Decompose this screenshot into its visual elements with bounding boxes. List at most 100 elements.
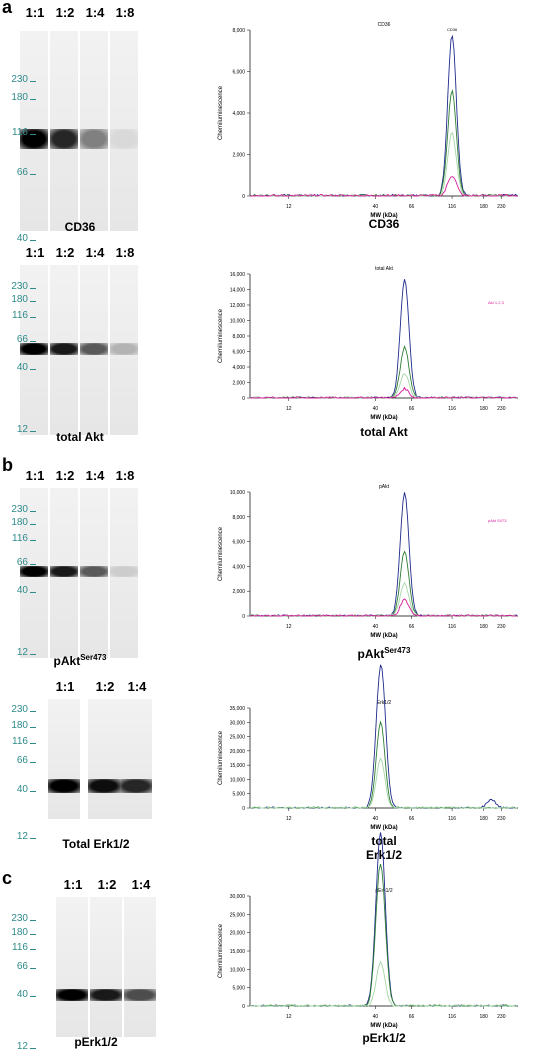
mw-marker-tick <box>30 524 36 525</box>
blot-band <box>80 129 108 149</box>
y-tick-label: 6,000 <box>232 70 245 76</box>
x-tick-label: 66 <box>409 1014 415 1020</box>
y-tick-label: 15,000 <box>230 949 246 955</box>
series-line <box>249 89 517 197</box>
y-tick-label: 30,000 <box>230 720 246 726</box>
x-tick-label: 180 <box>480 406 489 412</box>
blot-lane <box>90 897 122 1037</box>
y-tick-label: 0 <box>242 396 245 402</box>
y-tick-label: 4,000 <box>232 564 245 570</box>
mw-marker-tick <box>30 949 36 950</box>
series-line <box>250 720 517 809</box>
blot-band <box>50 566 78 577</box>
y-tick-label: 20,000 <box>230 931 246 937</box>
mw-marker-label: 66 <box>16 755 28 766</box>
x-tick-label: 230 <box>497 204 506 210</box>
mw-marker-label: 40 <box>16 233 28 244</box>
x-tick-label: 66 <box>409 624 415 630</box>
blot-band <box>20 129 48 149</box>
lane-label: 1:8 <box>115 245 135 260</box>
x-tick-label: 230 <box>497 1014 506 1020</box>
mw-marker-tick <box>30 301 36 302</box>
blot-lane <box>50 488 78 658</box>
lane-label: 1:1 <box>25 468 45 483</box>
mw-marker-tick <box>30 743 36 744</box>
lane-label: 1:2 <box>55 5 75 20</box>
lane-label: 1:1 <box>63 877 83 892</box>
mw-marker-label: 12 <box>16 831 28 842</box>
blot-band <box>110 343 138 355</box>
y-tick-label: 16,000 <box>230 272 246 278</box>
legend-entry: pAkt S473 <box>488 518 507 523</box>
blot-caption-text: pAkt <box>53 654 81 668</box>
blot-band <box>110 129 138 149</box>
series-line <box>250 131 517 197</box>
blot-band <box>90 989 122 1001</box>
x-tick-label: 180 <box>480 1014 489 1020</box>
y-tick-label: 20,000 <box>230 749 246 755</box>
y-tick-label: 25,000 <box>230 912 246 918</box>
mw-marker-tick <box>30 174 36 175</box>
blot-caption-sup: Ser473 <box>80 653 107 662</box>
mw-marker-tick <box>30 81 36 82</box>
lane-label: 1:4 <box>85 245 105 260</box>
chart-caption-line2: Erk1/2 <box>366 848 402 862</box>
mw-marker-label: 230 <box>11 281 28 292</box>
lane-label: 1:4 <box>127 679 147 694</box>
y-tick-label: 0 <box>242 194 245 200</box>
mw-marker-label: 66 <box>16 961 28 972</box>
chart-total-akt: total Akt 0 2,000 4,000 6,000 8,000 10,000 12,0… <box>218 266 518 439</box>
y-tick-label: 10,000 <box>230 777 246 783</box>
mw-marker-label: 116 <box>12 533 28 544</box>
y-tick-label: 0 <box>242 614 245 620</box>
series-line <box>249 373 518 399</box>
mw-marker-tick <box>30 540 36 541</box>
x-tick-label: 66 <box>409 816 415 822</box>
blot-band <box>88 779 120 793</box>
x-tick-label: 40 <box>373 1014 379 1020</box>
mw-marker-label: 66 <box>16 557 28 568</box>
x-tick-label: 66 <box>409 204 415 210</box>
chart-pakt: pAkt 0 2,000 4,000 6,000 8,000 10,000 Chemilumi… <box>218 484 518 661</box>
mw-marker-tick <box>30 511 36 512</box>
y-tick-label: 2,000 <box>232 153 245 159</box>
mw-marker-tick <box>30 968 36 969</box>
chart-title: CD36 <box>378 22 391 28</box>
mw-marker-tick <box>30 564 36 565</box>
y-tick-label: 2,000 <box>232 381 245 387</box>
mw-marker-label: 40 <box>16 784 28 795</box>
chart-caption: pAktSer473 <box>358 646 411 661</box>
blot-lane <box>88 699 120 819</box>
lane-label: 1:4 <box>85 468 105 483</box>
lane-label: 1:8 <box>115 5 135 20</box>
x-tick-label: 12 <box>286 1014 292 1020</box>
mw-marker-label: 230 <box>11 74 28 85</box>
y-tick-label: 8,000 <box>232 334 245 340</box>
x-tick-label: 40 <box>373 624 379 630</box>
x-tick-label: 116 <box>448 204 456 210</box>
x-tick-label: 40 <box>373 406 379 412</box>
blot-lane <box>20 265 48 435</box>
y-tick-label: 4,000 <box>232 365 245 371</box>
lane-label: 1:1 <box>55 679 75 694</box>
x-tick-label: 66 <box>409 406 415 412</box>
panel-label-b: b <box>2 455 13 475</box>
blot-lane <box>56 897 88 1037</box>
blot-band <box>80 566 108 577</box>
series-line <box>249 757 518 809</box>
mw-marker-label: 230 <box>11 913 28 924</box>
x-tick-label: 230 <box>497 816 506 822</box>
y-tick-label: 0 <box>242 806 245 812</box>
mw-marker-label: 40 <box>16 585 28 596</box>
series-line <box>249 863 518 1007</box>
chart-erk: Erk1/2 0 5,000 10,000 15,000 20,000 25,000 30,0… <box>218 664 518 862</box>
x-tick-label: 180 <box>480 624 489 630</box>
blot-caption-text: pErk1/2 <box>74 1035 118 1049</box>
blot-lane <box>20 31 48 231</box>
chart-cd36: CD36 0 2,000 4,000 6,000 8,000 Chemiluminescen… <box>218 22 518 231</box>
y-tick-label: 15,000 <box>230 763 246 769</box>
series-line <box>250 344 518 399</box>
y-tick-label: 25,000 <box>230 735 246 741</box>
chart-caption: pErk1/2 <box>362 1031 406 1045</box>
y-tick-label: 5,000 <box>232 986 245 992</box>
